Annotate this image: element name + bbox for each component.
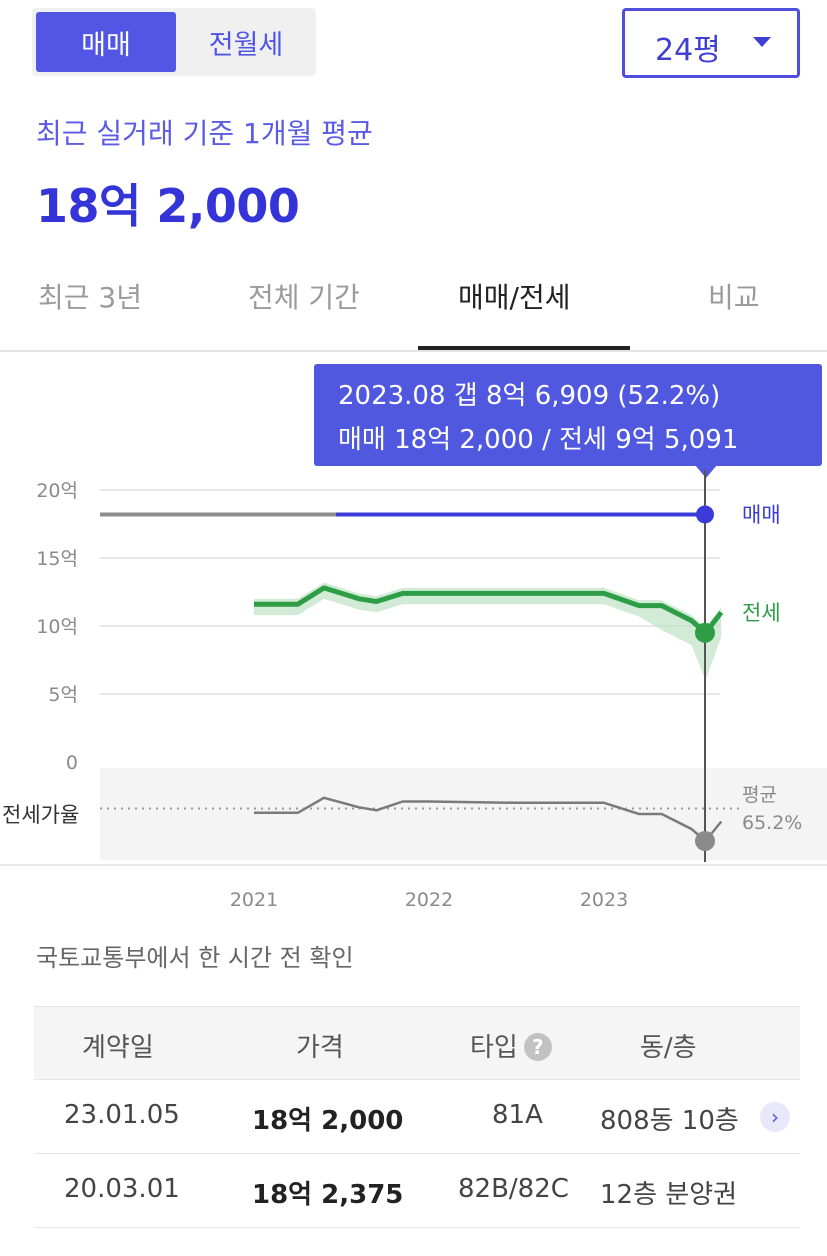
- transactions-table: 계약일 가격 타입? 동/층 23.01.05 18억 2,000 81A 80…: [34, 1006, 800, 1228]
- header-type-label: 타입: [470, 1033, 518, 1063]
- tooltip-price-line: 매매 18억 2,000 / 전세 9억 5,091: [338, 425, 739, 455]
- legend-jeonse-label: 전세: [742, 601, 781, 625]
- row-floor: 12층 분양권: [600, 1180, 738, 1210]
- y-tick-label: 15억: [36, 548, 78, 570]
- tab-sale-jeonse[interactable]: 매매/전세: [458, 281, 571, 314]
- row-date: 20.03.01: [64, 1174, 180, 1204]
- summary-subtitle: 최근 실거래 기준 1개월 평균: [36, 117, 373, 150]
- source-note: 국토교통부에서 한 시간 전 확인: [36, 944, 354, 972]
- ratio-average-value: 65.2%: [742, 812, 802, 834]
- ratio-label: 전세가율: [2, 803, 79, 827]
- tab-compare[interactable]: 비교: [708, 281, 760, 314]
- jeonse-point-marker: [695, 622, 715, 643]
- table-row: 20.03.01 18억 2,375 82B/82C 12층 분양권: [34, 1154, 800, 1228]
- size-dropdown[interactable]: 24평: [622, 8, 800, 78]
- segment-sale-button[interactable]: 매매: [36, 12, 176, 72]
- table-row[interactable]: 23.01.05 18억 2,000 81A 808동 10층 ›: [34, 1080, 800, 1154]
- table-header: 계약일 가격 타입? 동/층: [34, 1006, 800, 1080]
- header-type: 타입?: [470, 1027, 552, 1064]
- row-type: 81A: [492, 1100, 543, 1130]
- ratio-point-marker: [695, 831, 715, 851]
- row-date: 23.01.05: [64, 1100, 180, 1130]
- jeonse-range-area: [254, 582, 722, 681]
- sale-point-marker: [696, 505, 714, 524]
- x-tick-label: 2022: [405, 889, 453, 911]
- y-tick-label: 10억: [36, 616, 78, 638]
- header-date: 계약일: [82, 1033, 154, 1063]
- period-tabs: 최근 3년 전체 기간 매매/전세 비교: [0, 262, 827, 352]
- ratio-panel-background: [100, 768, 827, 860]
- help-icon[interactable]: ?: [523, 1033, 552, 1061]
- row-type: 82B/82C: [458, 1174, 569, 1204]
- trade-type-segment: 매매 전월세: [32, 8, 316, 76]
- tooltip-gap-line: 2023.08 갭 8억 6,909 (52.2%): [338, 381, 721, 411]
- header-price: 가격: [296, 1033, 344, 1063]
- active-tab-indicator: [418, 346, 630, 350]
- jeonse-line: [254, 585, 724, 636]
- y-tick-label: 0: [66, 752, 78, 774]
- chart-tooltip: 2023.08 갭 8억 6,909 (52.2%) 매매 18억 2,000 …: [314, 364, 822, 466]
- tab-all-period[interactable]: 전체 기간: [248, 281, 360, 314]
- x-tick-label: 2023: [580, 889, 628, 911]
- row-price: 18억 2,000: [252, 1106, 404, 1136]
- summary-price: 18억 2,000: [36, 179, 300, 233]
- row-price: 18억 2,375: [252, 1180, 404, 1210]
- size-dropdown-value: 24평: [655, 33, 721, 68]
- y-tick-label: 5억: [48, 684, 78, 706]
- tab-recent-3y[interactable]: 최근 3년: [38, 281, 142, 314]
- ratio-average-label: 평균: [742, 784, 777, 806]
- row-floor: 808동 10층: [600, 1106, 739, 1136]
- header-floor: 동/층: [640, 1033, 697, 1063]
- jeonse-ratio-line: [254, 796, 723, 843]
- chevron-down-icon: [753, 37, 771, 47]
- legend-sale-label: 매매: [742, 503, 781, 527]
- chevron-right-icon[interactable]: ›: [760, 1102, 790, 1132]
- y-tick-label: 20억: [36, 480, 78, 502]
- x-tick-label: 2021: [230, 889, 278, 911]
- segment-rent-button[interactable]: 전월세: [208, 29, 284, 61]
